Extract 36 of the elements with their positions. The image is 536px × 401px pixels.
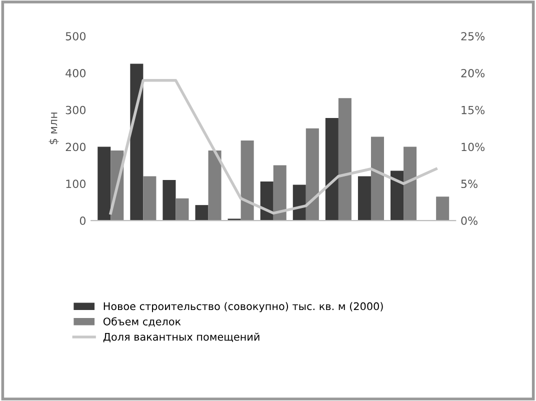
y2-tick-label: 0%	[461, 216, 478, 225]
bar	[98, 146, 111, 221]
bar	[130, 64, 144, 221]
bar	[390, 170, 404, 221]
bar	[195, 205, 208, 221]
bar	[260, 181, 274, 221]
bar	[370, 136, 384, 221]
bar	[306, 128, 319, 221]
y-tick-label: 300	[66, 106, 86, 114]
bar	[273, 165, 286, 221]
y-tick-label: 400	[66, 68, 86, 78]
bar	[208, 150, 222, 221]
y-axis-title: $ млн	[48, 112, 59, 144]
line-series	[109, 78, 438, 215]
y-tick-label: 0	[80, 216, 86, 225]
legend-label: Доля вакантных помещений	[103, 332, 260, 342]
bar	[404, 146, 417, 221]
y2-tick-label: 10%	[462, 142, 485, 152]
bar	[240, 140, 254, 221]
bar	[358, 176, 371, 221]
legend-label: Новое строительство (совокупно) тыс. кв. м (2000)	[104, 302, 383, 312]
bar	[143, 176, 156, 221]
bar	[325, 118, 338, 221]
bar	[292, 184, 306, 221]
y2-tick-label: 5%	[461, 180, 478, 188]
y2-tick-label: 20%	[461, 68, 485, 78]
y2-tick-label: 15%	[462, 106, 485, 114]
bar	[162, 180, 176, 221]
bar	[338, 98, 352, 221]
y-tick-label: 100	[66, 180, 86, 188]
bar	[176, 198, 189, 221]
bar	[436, 196, 450, 221]
y-tick-label: 200	[66, 142, 86, 152]
y2-tick-label: 25%	[461, 32, 485, 40]
legend-label: Объем сделок	[103, 317, 181, 327]
y-tick-label: 500	[66, 32, 86, 40]
